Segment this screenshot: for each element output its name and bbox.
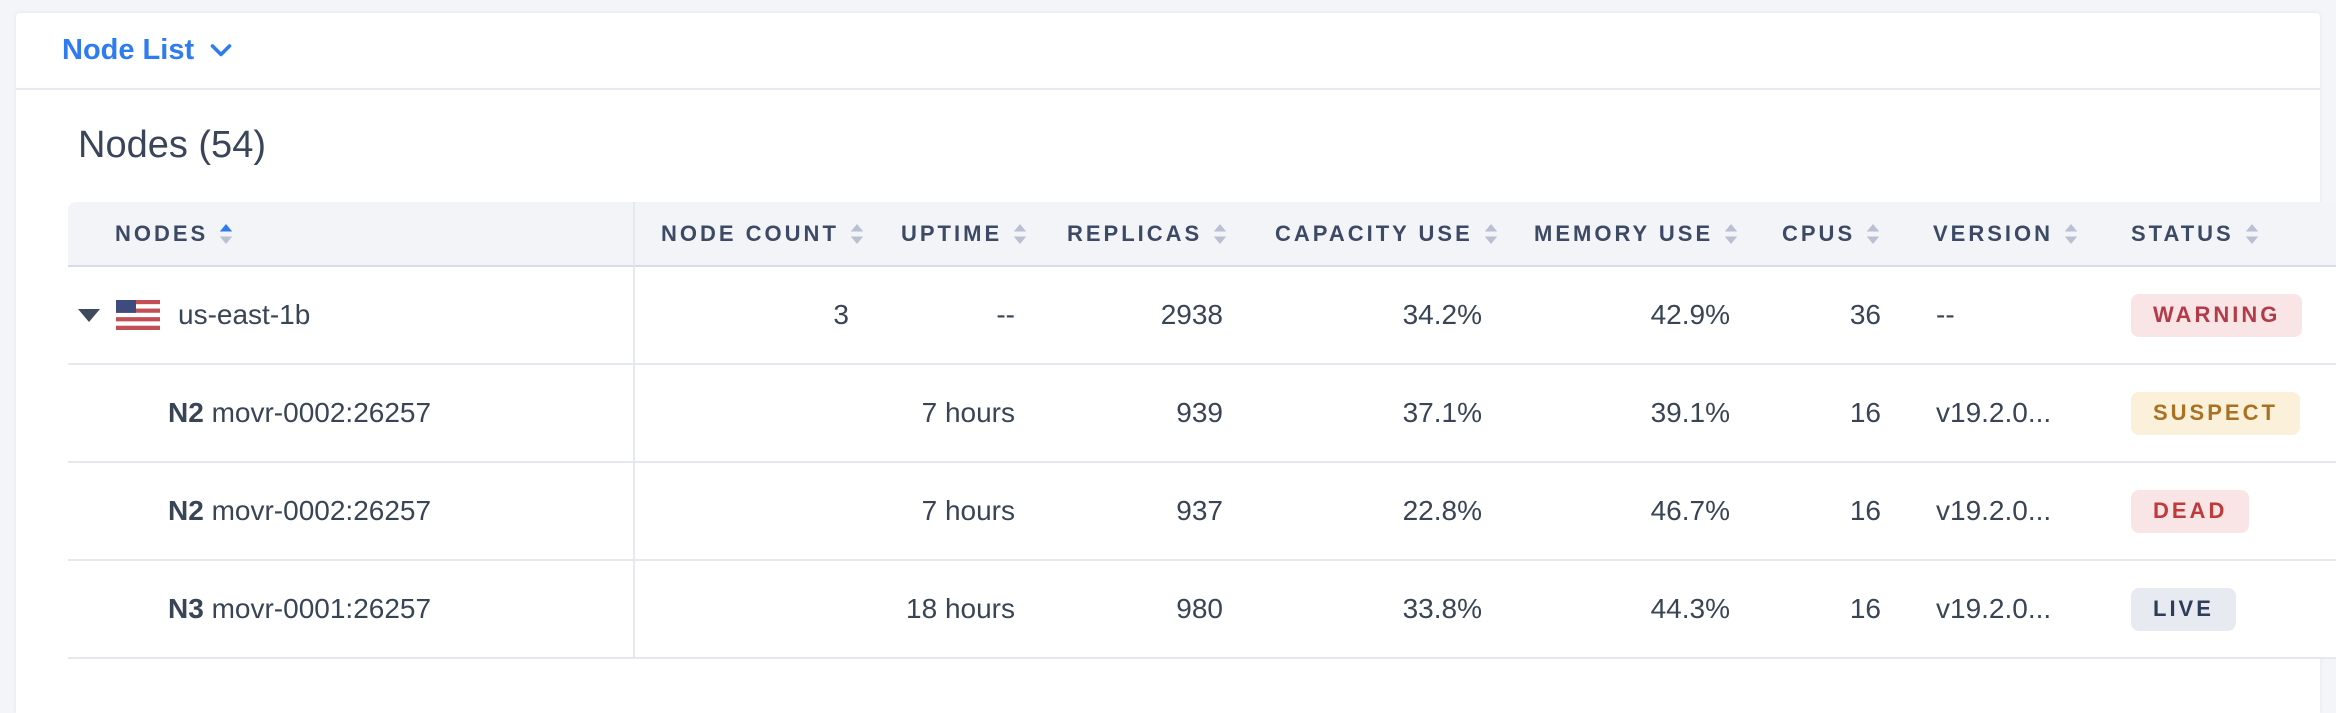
- node-name: N2 movr-0002:26257: [168, 495, 432, 526]
- cell-uptime: 7 hours: [875, 365, 1041, 463]
- node-row[interactable]: N3 movr-0001:26257 18 hours 980 33.8% 44.3…: [68, 561, 2336, 659]
- sort-arrows-icon: [1214, 223, 1227, 244]
- sort-arrows-icon: [1484, 223, 1497, 244]
- cell-replicas: 980: [1041, 561, 1249, 659]
- cell-capacity_use: 33.8%: [1249, 561, 1508, 659]
- node-row[interactable]: N2 movr-0002:26257 7 hours 937 22.8% 46.7%…: [68, 463, 2336, 561]
- sort-arrows-icon: [1013, 223, 1027, 244]
- us-flag-icon: [116, 300, 160, 330]
- cell-memory_use: 39.1%: [1508, 365, 1756, 463]
- cell-capacity_use: 37.1%: [1249, 365, 1508, 463]
- cell-memory_use: 42.9%: [1508, 267, 1756, 365]
- region-row[interactable]: us-east-1b 3 -- 2938 34.2% 42.9% 36 -- WARNI…: [68, 267, 2336, 365]
- column-header-version[interactable]: VERSION: [1907, 202, 2105, 267]
- column-label: NODES: [115, 220, 209, 246]
- view-selector-label: Node List: [62, 34, 195, 66]
- cell-node_count: [635, 463, 875, 561]
- status-badge: SUSPECT: [2131, 391, 2300, 435]
- cell-memory_use: 46.7%: [1508, 463, 1756, 561]
- status-badge: LIVE: [2131, 587, 2236, 631]
- collapse-caret-icon[interactable]: [78, 308, 100, 322]
- column-label: STATUS: [2131, 220, 2234, 246]
- nodes-table-wrap: NODES NODE COUNT UPTIME REPLICAS CAP: [68, 202, 2336, 659]
- cell-node_count: 3: [635, 267, 875, 365]
- cell-uptime: --: [875, 267, 1041, 365]
- status-badge: DEAD: [2131, 489, 2250, 533]
- column-label: MEMORY USE: [1534, 220, 1714, 246]
- column-header-node_count[interactable]: NODE COUNT: [635, 202, 875, 267]
- cell-node_count: [635, 561, 875, 659]
- column-label: VERSION: [1933, 220, 2054, 246]
- table-header: NODES NODE COUNT UPTIME REPLICAS CAP: [68, 202, 2336, 267]
- cell-replicas: 937: [1041, 463, 1249, 561]
- cell-version: --: [1907, 267, 2105, 365]
- cell-status: DEAD: [2105, 463, 2336, 561]
- cell-status: SUSPECT: [2105, 365, 2336, 463]
- status-badge: WARNING: [2131, 293, 2303, 337]
- column-header-capacity_use[interactable]: CAPACITY USE: [1249, 202, 1508, 267]
- sort-arrows-icon: [2245, 223, 2258, 244]
- cell-version: v19.2.0...: [1907, 463, 2105, 561]
- node-name: N3 movr-0001:26257: [168, 593, 432, 624]
- cell-version: v19.2.0...: [1907, 561, 2105, 659]
- sort-arrows-icon: [850, 223, 864, 244]
- column-label: REPLICAS: [1067, 220, 1203, 246]
- cell-replicas: 2938: [1041, 267, 1249, 365]
- node-row[interactable]: N2 movr-0002:26257 7 hours 939 37.1% 39.1%…: [68, 365, 2336, 463]
- cell-cpus: 16: [1756, 365, 1907, 463]
- node-name: N2 movr-0002:26257: [168, 397, 432, 428]
- page-title: Nodes (54): [78, 124, 266, 166]
- column-label: NODE COUNT: [661, 220, 839, 246]
- column-header-replicas[interactable]: REPLICAS: [1041, 202, 1249, 267]
- cell-uptime: 18 hours: [875, 561, 1041, 659]
- sort-arrows-icon: [220, 223, 233, 244]
- column-header-nodes[interactable]: NODES: [68, 202, 635, 267]
- view-selector-dropdown[interactable]: Node List: [62, 34, 232, 67]
- cell-status: WARNING: [2105, 267, 2336, 365]
- column-label: CAPACITY USE: [1275, 220, 1473, 246]
- cell-cpus: 16: [1756, 561, 1907, 659]
- cell-node_count: [635, 365, 875, 463]
- node-list-card: Node List Nodes (54) NODES NODE COUNT UP…: [16, 13, 2336, 713]
- cell-cpus: 16: [1756, 463, 1907, 561]
- column-header-status[interactable]: STATUS: [2105, 202, 2336, 267]
- cell-cpus: 36: [1756, 267, 1907, 365]
- column-header-uptime[interactable]: UPTIME: [875, 202, 1041, 267]
- chevron-down-icon: [210, 43, 232, 56]
- column-header-cpus[interactable]: CPUS: [1756, 202, 1907, 267]
- column-header-memory_use[interactable]: MEMORY USE: [1508, 202, 1756, 267]
- cell-status: LIVE: [2105, 561, 2336, 659]
- nodes-table: NODES NODE COUNT UPTIME REPLICAS CAP: [68, 202, 2336, 659]
- cell-uptime: 7 hours: [875, 463, 1041, 561]
- sort-arrows-icon: [1866, 223, 1880, 244]
- cell-replicas: 939: [1041, 365, 1249, 463]
- sort-arrows-icon: [2064, 223, 2078, 244]
- sort-arrows-icon: [1724, 223, 1738, 244]
- card-header: Node List: [16, 13, 2320, 90]
- cell-capacity_use: 34.2%: [1249, 267, 1508, 365]
- region-name: us-east-1b: [178, 299, 311, 330]
- cell-memory_use: 44.3%: [1508, 561, 1756, 659]
- cell-version: v19.2.0...: [1907, 365, 2105, 463]
- column-label: UPTIME: [901, 220, 1003, 246]
- cell-capacity_use: 22.8%: [1249, 463, 1508, 561]
- column-label: CPUS: [1782, 220, 1856, 246]
